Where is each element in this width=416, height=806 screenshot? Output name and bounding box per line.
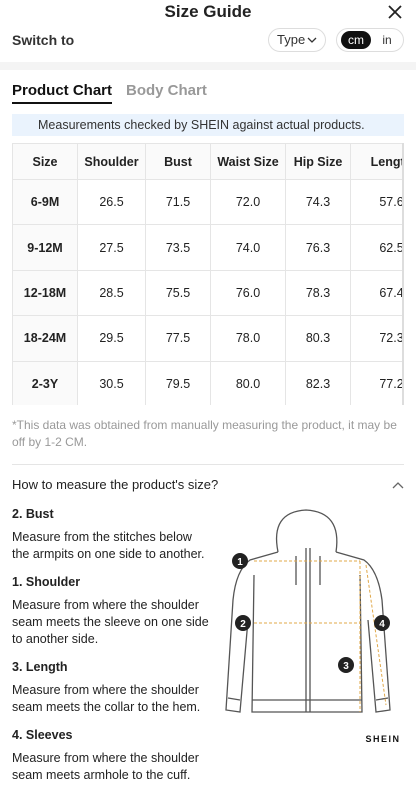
column-header: Size [12, 143, 78, 180]
instruction-title: 2. Bust [12, 507, 54, 521]
instruction-title: 1. Shoulder [12, 575, 81, 589]
cell: 26.5 [77, 178, 146, 226]
instruction-title: 4. Sleeves [12, 728, 73, 742]
table-row: 2-3Y 30.5 79.5 80.0 82.3 77.2 [12, 360, 402, 405]
table-row: 18-24M 29.5 77.5 78.0 80.3 72.3 [12, 315, 402, 362]
instruction-text: Measure from the stitches below the armp… [12, 530, 205, 561]
column-header: Shoulder [77, 143, 146, 180]
cell: 78.3 [285, 269, 351, 317]
instruction: 2. Bust Measure from the stitches below t… [12, 507, 212, 563]
cell: 78.0 [210, 315, 286, 362]
instructions: 2. Bust Measure from the stitches below t… [12, 507, 212, 796]
instruction-text: Measure from where the shoulder seam mee… [12, 751, 199, 782]
table-row: 9-12M 27.5 73.5 74.0 76.3 62.5 [12, 224, 402, 271]
switch-label: Switch to [12, 32, 75, 48]
row-header: 2-3Y [12, 360, 78, 405]
badge-label: 2 [240, 619, 246, 630]
cell: 62.5 [350, 224, 402, 271]
unit-toggle: cm in [336, 28, 404, 52]
instruction-text: Measure from where the shoulder seam mee… [12, 683, 201, 714]
instruction-title: 3. Length [12, 660, 68, 674]
table-row: 6-9M 26.5 71.5 72.0 74.3 57.6 [12, 178, 402, 226]
cell: 74.0 [210, 224, 286, 271]
instruction: 1. Shoulder Measure from where the should… [12, 575, 212, 648]
badge-label: 3 [343, 661, 349, 672]
cell: 76.0 [210, 269, 286, 317]
divider [12, 464, 404, 465]
row-header: 18-24M [12, 315, 78, 362]
cell: 27.5 [77, 224, 146, 271]
cell: 30.5 [77, 360, 146, 405]
close-button[interactable] [388, 5, 402, 19]
footnote: *This data was obtained from manually me… [12, 418, 397, 449]
cell: 72.3 [350, 315, 402, 362]
table-row: 12-18M 28.5 75.5 76.0 78.3 67.4 [12, 269, 402, 317]
tab[interactable]: Body Chart [126, 82, 207, 99]
row-header: 9-12M [12, 224, 78, 271]
cell: 79.5 [145, 360, 211, 405]
cell: 80.3 [285, 315, 351, 362]
column-header: Length [350, 143, 402, 180]
title: Size Guide [164, 2, 252, 21]
cell: 72.0 [210, 178, 286, 226]
type-dropdown[interactable]: Type [268, 28, 326, 52]
measure-lines [254, 560, 387, 712]
instruction-text: Measure from where the shoulder seam mee… [12, 598, 209, 646]
cell: 73.5 [145, 224, 211, 271]
badge-label: 1 [237, 557, 243, 568]
unit-option[interactable]: cm [341, 31, 371, 49]
cell: 28.5 [77, 269, 146, 317]
cell: 57.6 [350, 178, 402, 226]
column-header: Bust [145, 143, 211, 180]
figure-badges [232, 553, 390, 673]
column-header: Waist Size [210, 143, 286, 180]
instruction: 3. Length Measure from where the shoulder… [12, 660, 212, 716]
instruction: 4. Sleeves Measure from where the shoulde… [12, 728, 212, 784]
separator [0, 62, 416, 70]
cell: 77.2 [350, 360, 402, 405]
section-title[interactable]: How to measure the product's size? [12, 477, 219, 492]
cell: 80.0 [210, 360, 286, 405]
cell: 82.3 [285, 360, 351, 405]
notice: Measurements checked by SHEIN against ac… [12, 114, 404, 136]
cell: 75.5 [145, 269, 211, 317]
cell: 71.5 [145, 178, 211, 226]
cell: 77.5 [145, 315, 211, 362]
badge-label: 4 [379, 619, 385, 630]
cell: 67.4 [350, 269, 402, 317]
brand-logo: SHEIN [365, 734, 400, 744]
cell: 29.5 [77, 315, 146, 362]
hoodie-figure [225, 509, 391, 713]
collapse-icon[interactable] [392, 482, 404, 489]
cell: 74.3 [285, 178, 351, 226]
row-header: 12-18M [12, 269, 78, 317]
unit-option[interactable]: in [382, 33, 392, 47]
row-header: 6-9M [12, 178, 78, 226]
tab[interactable]: Product Chart [12, 82, 113, 104]
cell: 76.3 [285, 224, 351, 271]
column-header: Hip Size [285, 143, 351, 180]
